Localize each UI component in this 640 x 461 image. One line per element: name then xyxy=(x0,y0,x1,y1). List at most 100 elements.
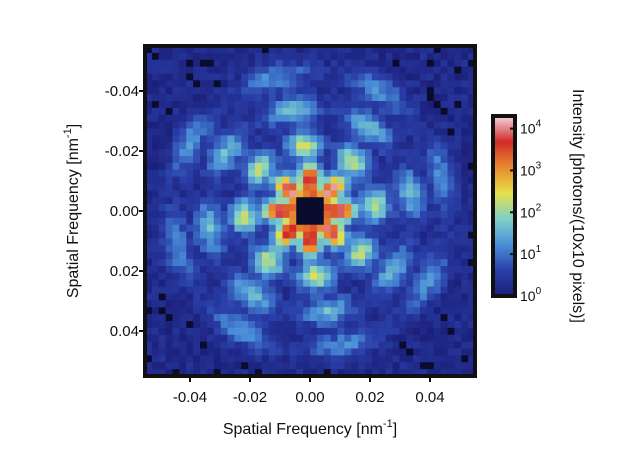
heatmap-cell xyxy=(213,73,222,81)
heatmap-cell xyxy=(255,369,263,377)
heatmap-cell xyxy=(392,341,400,350)
heatmap-cell xyxy=(323,355,332,363)
heatmap-cell xyxy=(392,183,400,191)
heatmap-cell xyxy=(358,80,366,88)
heatmap-cell xyxy=(296,59,304,68)
heatmap-cell xyxy=(399,142,407,150)
heatmap-cell xyxy=(193,245,201,253)
heatmap-cell xyxy=(275,279,284,288)
heatmap-cell xyxy=(165,94,174,102)
heatmap-cell xyxy=(426,279,435,288)
heatmap-cell xyxy=(316,52,325,61)
heatmap-cell xyxy=(220,341,229,350)
heatmap-cell xyxy=(275,149,284,157)
heatmap-cell xyxy=(406,121,414,130)
heatmap-cell xyxy=(179,142,187,150)
heatmap-cell xyxy=(282,341,290,350)
heatmap-cell xyxy=(392,176,400,185)
heatmap-cell xyxy=(282,101,290,109)
heatmap-cell xyxy=(213,101,222,109)
heatmap-cell xyxy=(186,362,194,370)
heatmap-cell xyxy=(241,87,249,95)
heatmap-cell xyxy=(310,314,318,322)
heatmap-cell xyxy=(337,162,345,171)
heatmap-cell xyxy=(440,169,449,178)
heatmap-cell xyxy=(310,362,318,370)
heatmap-cell xyxy=(378,197,387,205)
heatmap-cell xyxy=(179,334,187,343)
heatmap-cell xyxy=(282,245,290,253)
heatmap-cell xyxy=(248,176,256,185)
heatmap-cell xyxy=(454,135,462,143)
heatmap-cell xyxy=(468,211,476,219)
heatmap-cell xyxy=(454,321,462,329)
heatmap-cell xyxy=(358,121,366,130)
heatmap-cell xyxy=(248,279,256,288)
heatmap-cell xyxy=(268,80,277,88)
heatmap-cell xyxy=(172,59,180,68)
heatmap-cell xyxy=(220,224,229,233)
heatmap-cell xyxy=(213,190,222,198)
heatmap-cell xyxy=(337,183,345,191)
heatmap-cell xyxy=(282,73,290,81)
heatmap-cell xyxy=(316,46,325,54)
heatmap-cell xyxy=(193,114,201,123)
heatmap-cell xyxy=(234,245,242,253)
heatmap-cell xyxy=(399,52,407,61)
heatmap-cell xyxy=(289,190,297,198)
heatmap-cell xyxy=(351,128,359,136)
heatmap-cell xyxy=(186,300,194,308)
heatmap-cell xyxy=(234,73,242,81)
heatmap-cell xyxy=(310,293,318,301)
heatmap-cell xyxy=(186,211,194,219)
heatmap-cell xyxy=(337,238,345,246)
heatmap-cell xyxy=(433,231,442,240)
heatmap-cell xyxy=(420,245,428,253)
heatmap-cell xyxy=(358,259,366,267)
heatmap-cell xyxy=(378,162,387,171)
heatmap-cell xyxy=(371,190,380,198)
heatmap-cell xyxy=(179,52,187,61)
heatmap-cell xyxy=(193,183,201,191)
heatmap-cell xyxy=(385,135,394,143)
heatmap-cell xyxy=(145,231,153,240)
heatmap-cell xyxy=(158,169,167,178)
heatmap-cell xyxy=(344,121,352,130)
heatmap-cell xyxy=(426,300,435,308)
heatmap-cell xyxy=(344,142,352,150)
heatmap-cell xyxy=(213,94,222,102)
heatmap-cell xyxy=(227,66,235,75)
heatmap-cell xyxy=(447,217,455,226)
heatmap-cell xyxy=(303,327,311,336)
heatmap-cell xyxy=(255,176,263,185)
heatmap-cell xyxy=(255,169,263,178)
heatmap-cell xyxy=(241,197,249,205)
heatmap-cell xyxy=(172,355,180,363)
heatmap-cell xyxy=(385,121,394,130)
heatmap-cell xyxy=(420,176,428,185)
heatmap-cell xyxy=(413,169,421,178)
heatmap-cell xyxy=(399,341,407,350)
heatmap-cell xyxy=(420,327,428,336)
heatmap-cell xyxy=(358,252,366,260)
heatmap-cell xyxy=(310,149,318,157)
heatmap-cell xyxy=(227,252,235,260)
heatmap-cell xyxy=(268,87,277,95)
heatmap-cell xyxy=(282,314,290,322)
heatmap-cell xyxy=(206,300,215,308)
heatmap-cell xyxy=(296,142,304,150)
heatmap-cell xyxy=(454,128,462,136)
heatmap-cell xyxy=(206,286,215,295)
heatmap-cell xyxy=(268,307,277,315)
heatmap-cell xyxy=(358,217,366,226)
heatmap-cell xyxy=(179,80,187,88)
heatmap-cell xyxy=(316,197,325,205)
heatmap-cell xyxy=(433,128,442,136)
heatmap-cell xyxy=(454,252,462,260)
heatmap-cell xyxy=(213,197,222,205)
heatmap-cell xyxy=(440,52,449,61)
heatmap-cell xyxy=(165,162,174,171)
heatmap-cell xyxy=(426,362,435,370)
heatmap-cell xyxy=(426,211,435,219)
heatmap-cell xyxy=(330,231,339,240)
